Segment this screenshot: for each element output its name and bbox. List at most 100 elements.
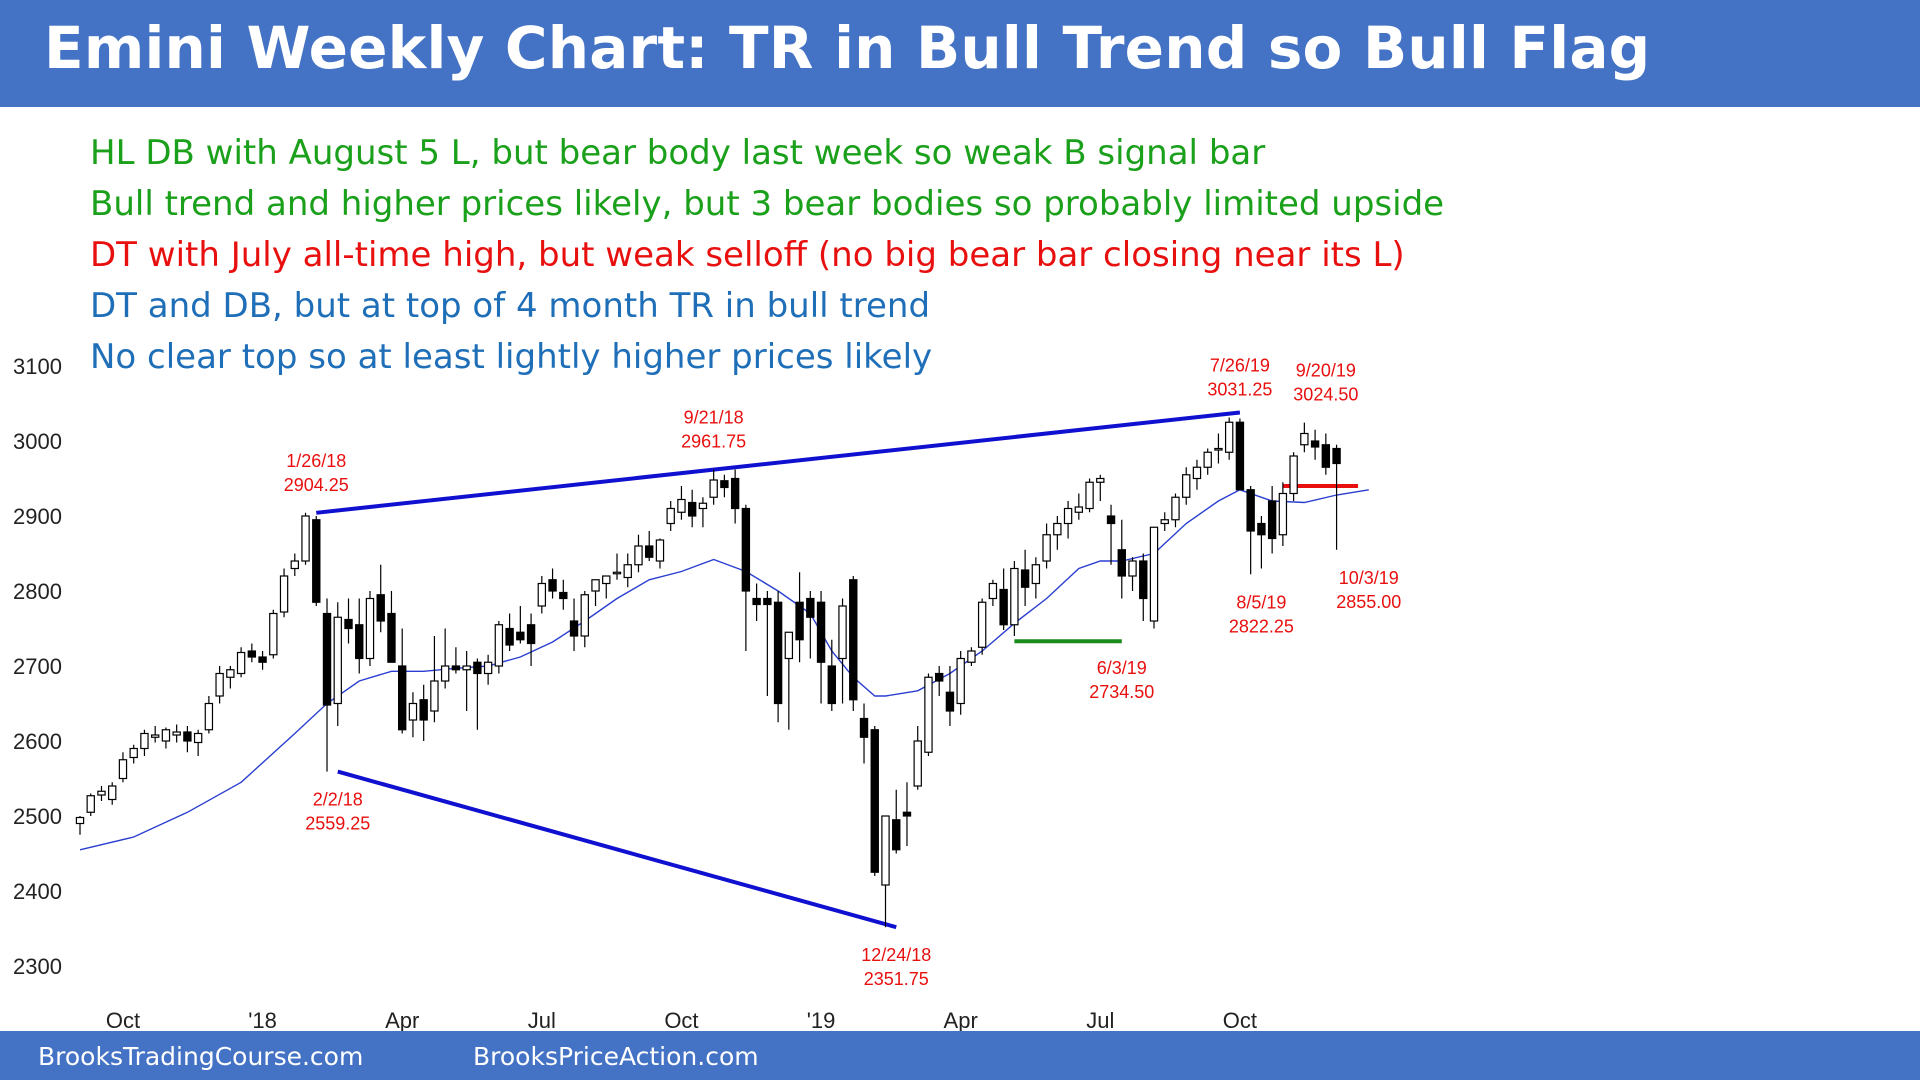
candle-body: [129, 747, 138, 759]
annotation-price: 3024.50: [1293, 385, 1358, 405]
candle-body: [172, 731, 181, 736]
candle-body: [838, 605, 847, 660]
candle-body: [741, 507, 751, 592]
candle-body: [516, 631, 525, 641]
ema-line: [79, 489, 1369, 851]
note-3: DT with July all-time high, but weak sel…: [90, 235, 1405, 275]
candle-body: [666, 507, 675, 525]
candle-body: [279, 575, 289, 613]
candle-body: [795, 601, 804, 641]
candle-body: [720, 480, 729, 489]
candle-body: [1117, 549, 1126, 577]
annotation-date: 10/3/19: [1339, 568, 1399, 588]
candle-body: [1192, 466, 1202, 480]
annotation-date: 2/2/18: [313, 790, 363, 810]
candle-body: [75, 816, 85, 825]
x-tick-label: Oct: [664, 1008, 698, 1033]
annotation-date: 8/5/19: [1236, 592, 1286, 612]
candle-body: [150, 734, 160, 738]
candle-body: [827, 665, 837, 705]
candle-body: [1010, 567, 1019, 626]
candle-body: [419, 699, 428, 721]
candle-body: [559, 591, 568, 600]
annotation-date: 1/26/18: [286, 451, 346, 471]
candle-body: [892, 819, 901, 851]
annotation-date: 12/24/18: [861, 945, 931, 965]
footer-left-link[interactable]: BrooksTradingCourse.com: [38, 1042, 364, 1071]
candle-body: [161, 729, 171, 742]
candle-body: [1171, 496, 1180, 521]
candle-body: [967, 650, 976, 663]
candle-body: [806, 597, 815, 618]
lower-trendline: [337, 769, 897, 930]
candle-body: [709, 479, 718, 498]
candle-body: [1235, 421, 1245, 491]
candle-body: [1106, 515, 1116, 525]
candle-body: [290, 560, 300, 570]
candle-body: [602, 575, 611, 585]
candle-body: [430, 680, 439, 712]
x-tick-label: Jul: [1086, 1008, 1114, 1033]
candle-body: [494, 624, 504, 667]
candle-body: [408, 702, 418, 721]
upper-trendline: [316, 410, 1241, 515]
chart-title: Emini Weekly Chart: TR in Bull Trend so …: [44, 14, 1651, 82]
footer-bar: [0, 1031, 1920, 1080]
candle-body: [398, 665, 407, 731]
title-bar: [0, 0, 1920, 107]
candle-body: [1085, 481, 1094, 510]
candle-body: [1246, 489, 1255, 532]
footer-right-link[interactable]: BrooksPriceAction.com: [473, 1042, 759, 1071]
note-4: DT and DB, but at top of 4 month TR in b…: [90, 286, 931, 326]
candle-body: [247, 650, 257, 658]
candle-body: [462, 665, 471, 671]
candle-body: [988, 582, 998, 600]
x-tick-label: '18: [248, 1008, 277, 1033]
candle-body: [1203, 451, 1212, 468]
candle-body: [376, 594, 385, 622]
candle-body: [1224, 421, 1234, 453]
x-tick-label: Oct: [106, 1008, 140, 1033]
candle-body: [1042, 534, 1051, 562]
candle-body: [1289, 455, 1298, 495]
candle-body: [86, 795, 95, 813]
candle-body: [1321, 444, 1331, 468]
candle-body: [816, 601, 826, 663]
candle-body: [569, 620, 579, 637]
candle-body: [655, 539, 665, 562]
annotation-price: 2855.00: [1336, 592, 1401, 612]
annotation-date: 7/26/19: [1210, 356, 1270, 376]
candle-body: [1310, 440, 1320, 448]
y-tick-label: 2500: [13, 804, 62, 829]
candle-body: [870, 729, 879, 873]
candle-body: [140, 732, 149, 750]
x-tick-label: Jul: [528, 1008, 556, 1033]
candle-body: [204, 702, 214, 731]
candle-body: [355, 624, 364, 660]
candle-body: [1300, 432, 1309, 446]
note-2: Bull trend and higher prices likely, but…: [90, 184, 1445, 224]
annotation-date: 9/20/19: [1296, 361, 1356, 381]
candle-body: [451, 665, 461, 671]
y-tick-label: 2300: [13, 954, 62, 979]
candle-body: [956, 657, 965, 705]
candle-body: [1128, 560, 1137, 577]
candle-body: [236, 651, 246, 675]
x-tick-label: Apr: [385, 1008, 419, 1033]
candle-body: [1096, 477, 1105, 483]
candle-body: [312, 519, 321, 603]
candle-body: [322, 612, 332, 706]
candle-body: [1182, 474, 1191, 498]
y-tick-label: 2800: [13, 579, 62, 604]
candle-body: [473, 661, 482, 675]
candle-body: [269, 612, 278, 656]
note-5: No clear top so at least lightly higher …: [90, 337, 933, 377]
candle-body: [526, 624, 536, 645]
candle-body: [344, 618, 353, 630]
candle-body: [1278, 492, 1288, 536]
candle-body: [483, 661, 493, 675]
candle-body: [548, 579, 557, 592]
candle-body: [333, 616, 342, 705]
y-tick-label: 2400: [13, 879, 62, 904]
